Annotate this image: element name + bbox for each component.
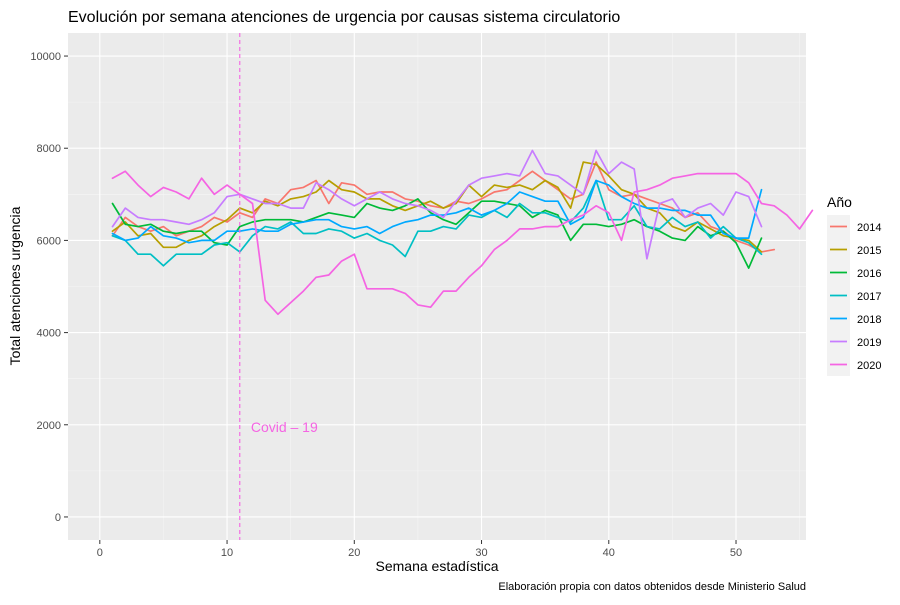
x-tick-label: 50 bbox=[730, 547, 742, 559]
x-tick-label: 10 bbox=[221, 547, 233, 559]
x-axis-label: Semana estadística bbox=[376, 558, 499, 574]
x-axis: 0 10 20 30 40 50 bbox=[97, 540, 742, 559]
y-tick-label: 4000 bbox=[37, 328, 61, 340]
y-axis-label: Total atenciones urgencia bbox=[7, 206, 23, 365]
y-tick-label: 2000 bbox=[37, 420, 61, 432]
series-line-2015 bbox=[111, 161, 763, 253]
legend-label-2017: 2017 bbox=[857, 291, 881, 303]
covid-annotation: Covid – 19 bbox=[251, 419, 318, 435]
series-line-2020 bbox=[111, 170, 814, 316]
legend-label-2020: 2020 bbox=[857, 360, 881, 372]
series-line-2019 bbox=[111, 149, 763, 260]
series-layer bbox=[111, 149, 814, 316]
y-axis: 0 2000 4000 6000 8000 10000 bbox=[30, 51, 68, 524]
y-tick-label: 0 bbox=[55, 512, 61, 524]
chart-title: Evolución por semana atenciones de urgen… bbox=[68, 9, 620, 26]
x-tick-label: 30 bbox=[475, 547, 487, 559]
legend: Año 2014 2015 2016 2017 2018 2019 2020 bbox=[827, 194, 881, 376]
annotation-layer: Covid – 19 bbox=[239, 33, 318, 540]
caption: Elaboración propia con datos obtenidos d… bbox=[498, 581, 806, 593]
y-tick-label: 10000 bbox=[30, 51, 61, 63]
legend-label-2019: 2019 bbox=[857, 337, 881, 349]
legend-label-2014: 2014 bbox=[857, 222, 881, 234]
legend-label-2015: 2015 bbox=[857, 245, 881, 257]
legend-label-2016: 2016 bbox=[857, 268, 881, 280]
series-line-2018 bbox=[111, 179, 763, 244]
x-tick-label: 0 bbox=[97, 547, 103, 559]
x-tick-label: 40 bbox=[603, 547, 615, 559]
legend-label-2018: 2018 bbox=[857, 314, 881, 326]
x-tick-label: 20 bbox=[348, 547, 360, 559]
y-tick-label: 8000 bbox=[37, 143, 61, 155]
grid-minor bbox=[68, 33, 806, 540]
y-tick-label: 6000 bbox=[37, 235, 61, 247]
legend-title: Año bbox=[827, 194, 852, 210]
